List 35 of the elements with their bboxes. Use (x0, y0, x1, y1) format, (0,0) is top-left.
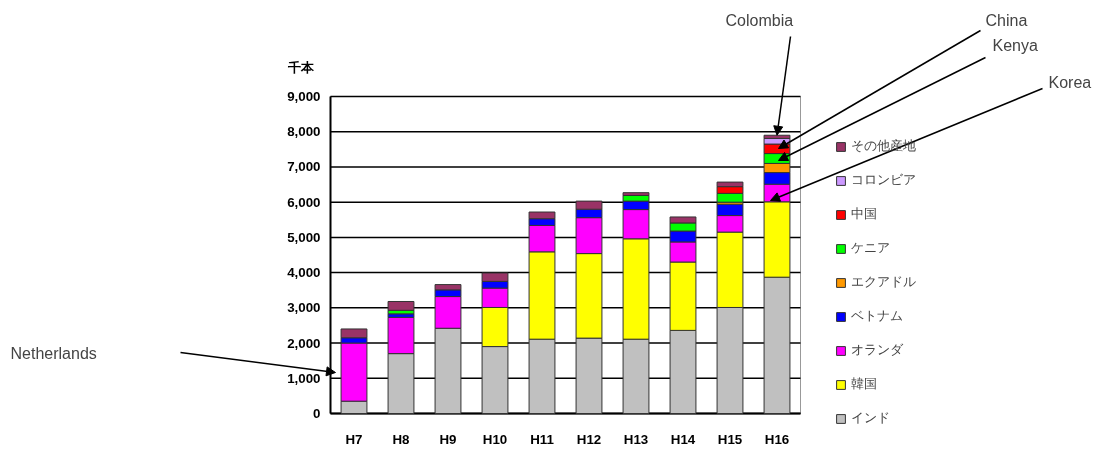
x-tick-label: H8 (392, 431, 410, 447)
text: China (985, 12, 1028, 29)
x-tick-label: H14 (670, 431, 696, 447)
legend-label: ベトナム (851, 307, 903, 325)
x-tick-label: H12 (576, 431, 602, 447)
x-tick-label: H11 (530, 431, 555, 447)
y-tick-label: 4,000 (287, 265, 321, 281)
x-tick-label: H9 (439, 431, 457, 447)
text: Korea (1048, 74, 1092, 91)
legend-label: 韓国 (851, 375, 877, 393)
legend-label: エクアドル (851, 273, 916, 291)
y-tick-label: 6,000 (287, 194, 321, 210)
annotation: Colombia (725, 12, 794, 29)
x-tick-label: H7 (345, 431, 363, 447)
x-tick-label: H13 (623, 431, 649, 447)
text: Netherlands (10, 345, 97, 362)
y-tick-label: 0 (313, 406, 321, 421)
legend-label: コロンビア (851, 171, 916, 189)
x-tick-label: H16 (764, 431, 790, 447)
y-tick-label: 1,000 (287, 370, 321, 386)
legend-label: ケニア (851, 239, 890, 257)
text: Kenya (992, 37, 1038, 54)
bar (387, 300, 415, 311)
y-axis-title: 千本 (286, 59, 315, 75)
y-tick-label: 3,000 (287, 300, 321, 316)
x-tick-label: H15 (717, 431, 743, 447)
legend-label: 中国 (851, 205, 877, 223)
y-tick-label: 8,000 (287, 124, 321, 140)
y-tick-label: 2,000 (287, 335, 321, 351)
y-tick-label: 9,000 (287, 89, 321, 104)
y-tick-label: 7,000 (287, 159, 321, 175)
legend-label: インド (851, 409, 890, 427)
x-tick-label: H10 (482, 431, 508, 447)
legend-label: オランダ (851, 341, 903, 359)
y-tick-label: 5,000 (287, 229, 321, 245)
